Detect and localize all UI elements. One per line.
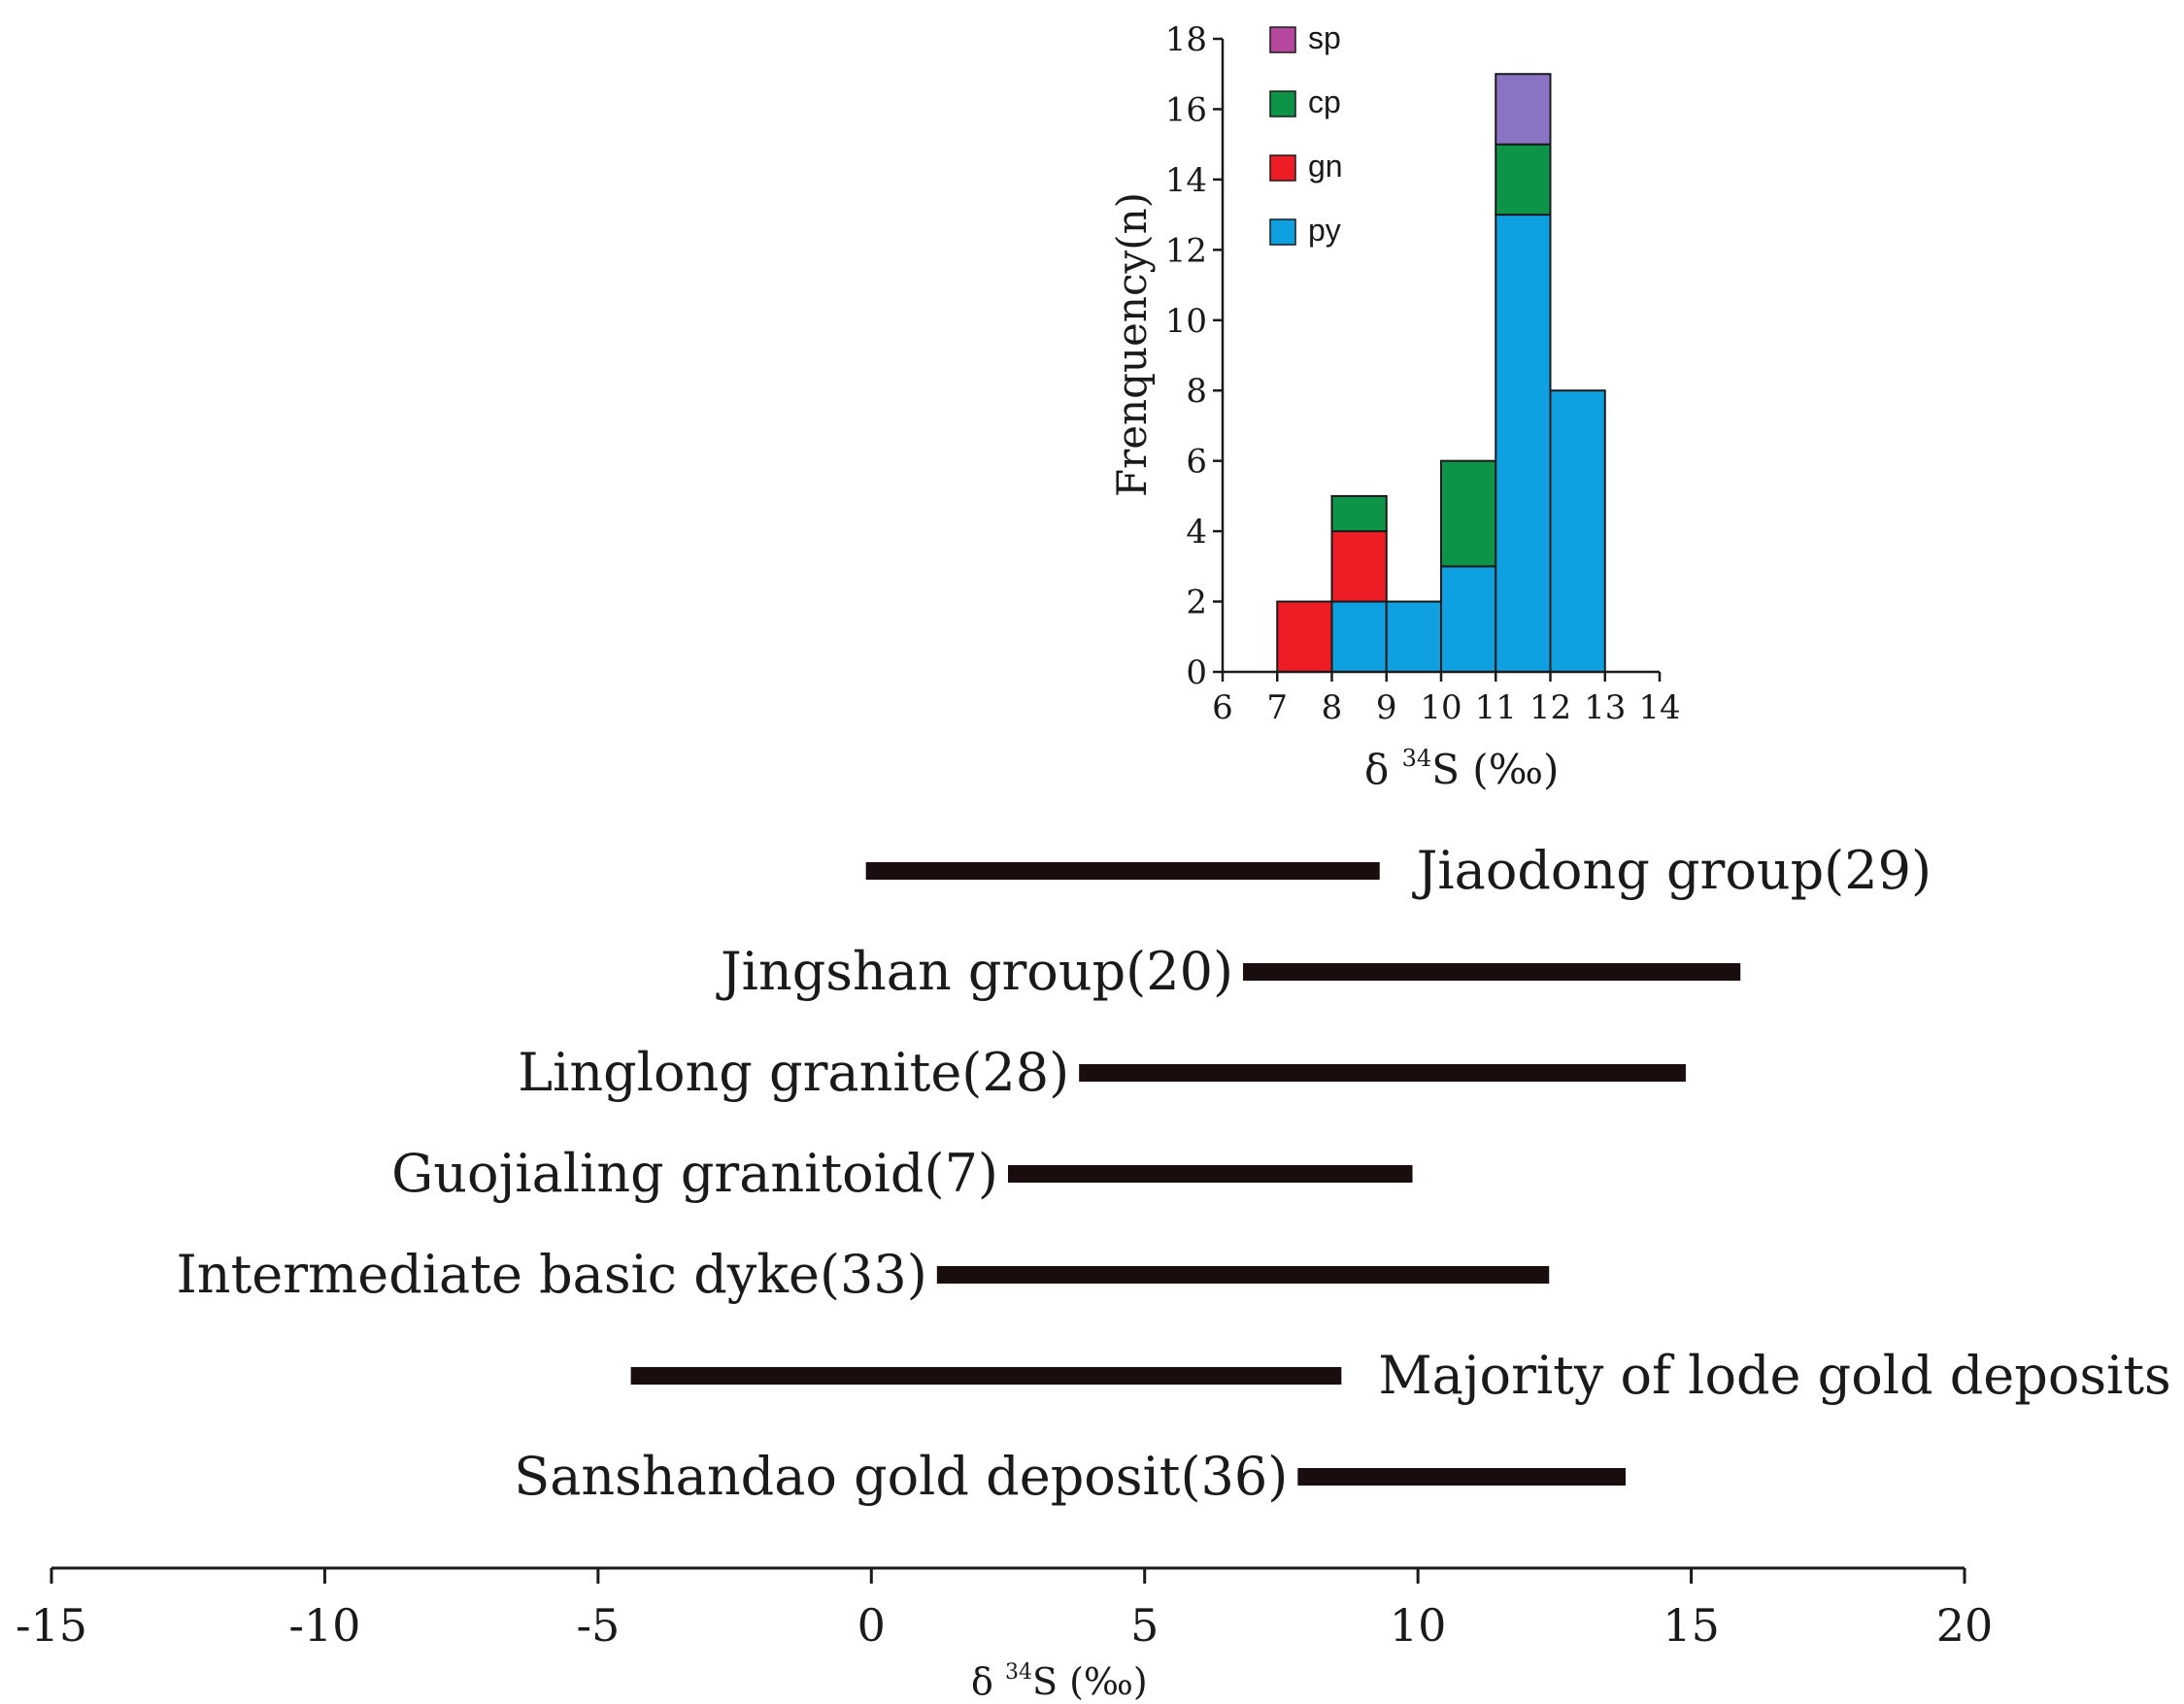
range-x-tick-label-20: 20: [1936, 1599, 1994, 1652]
histogram-x-tick-label-8: 8: [1322, 688, 1343, 727]
legend-swatch-py: [1269, 218, 1296, 246]
range-x-tick-label--5: -5: [576, 1599, 620, 1652]
histogram-legend: sp cp gn py: [1269, 20, 1343, 248]
range-bar-0: [865, 862, 1380, 880]
histogram-y-tick-label-14: 14: [1165, 161, 1207, 200]
range-x-tick-label-15: 15: [1663, 1599, 1720, 1652]
histogram-x-tick-label-10: 10: [1420, 688, 1462, 727]
range-bar-3: [1008, 1165, 1413, 1183]
histogram-axes: [1213, 37, 1662, 682]
histogram-y-tick-label-0: 0: [1186, 653, 1207, 692]
range-label-5: Majority of lode gold deposits: [1378, 1345, 2170, 1406]
bar-py-10-11: [1440, 565, 1497, 673]
histogram-x-axis-label-base: δ: [1364, 746, 1402, 793]
histogram-x-tick-label-13: 13: [1584, 688, 1626, 727]
range-x-axis-label-unit: S (‰): [1032, 1660, 1148, 1703]
histogram-x-axis-label-unit: S (‰): [1431, 746, 1559, 793]
range-x-tick-label-0: 0: [857, 1599, 886, 1652]
range-x-axis-label-sup: 34: [1005, 1660, 1032, 1685]
bar-py-9-10: [1385, 600, 1442, 673]
histogram-x-tick-label-7: 7: [1266, 688, 1288, 727]
range-label-2: Linglong granite(28): [518, 1042, 1069, 1103]
legend-swatch-gn: [1269, 154, 1296, 182]
bar-cp-8-9: [1330, 494, 1388, 533]
histogram-y-tick-label-16: 16: [1165, 90, 1207, 129]
histogram-bars: [1276, 73, 1606, 673]
histogram-y-tick-label-8: 8: [1186, 372, 1207, 411]
range-labels: Jiaodong group(29) Jingshan group(20) Ling…: [176, 840, 2170, 1507]
range-label-4: Intermediate basic dyke(33): [176, 1244, 926, 1305]
bar-cp-10-11: [1440, 459, 1497, 568]
legend-swatch-cp: [1269, 90, 1296, 117]
histogram-x-tick-label-12: 12: [1529, 688, 1571, 727]
histogram-x-tick-label-11: 11: [1475, 688, 1517, 727]
range-label-3: Guojialing granitoid(7): [391, 1143, 998, 1204]
range-bar-6: [1297, 1468, 1627, 1486]
histogram-y-tick-label-10: 10: [1165, 302, 1207, 341]
range-bar-5: [630, 1367, 1342, 1385]
range-tick-labels: -15 -10 -5 0 5 10 15 20: [16, 1599, 1993, 1652]
legend-label-py: py: [1308, 213, 1341, 248]
histogram-y-axis-label: Frenquency(n): [1108, 192, 1156, 497]
range-x-tick-label--15: -15: [16, 1599, 87, 1652]
range-x-axis-label-base: δ: [971, 1660, 1005, 1703]
bar-gn-8-9: [1330, 530, 1388, 603]
bar-sp-11-12: [1495, 73, 1552, 146]
range-x-tick-label-10: 10: [1390, 1599, 1447, 1652]
bar-cp-11-12: [1495, 143, 1552, 217]
range-bars: [630, 862, 1741, 1486]
range-x-tick-label--10: -10: [288, 1599, 360, 1652]
histogram-y-tick-label-18: 18: [1165, 20, 1207, 59]
histogram-x-axis-label: δ 34S (‰): [1364, 745, 1559, 793]
range-x-axis: [50, 1566, 1966, 1584]
legend-swatch-sp: [1269, 26, 1296, 53]
range-label-0: Jiaodong group(29): [1412, 840, 1932, 901]
range-x-tick-label-5: 5: [1130, 1599, 1159, 1652]
legend-label-gn: gn: [1308, 149, 1343, 184]
histogram-x-tick-label-14: 14: [1638, 688, 1680, 727]
bar-py-11-12: [1495, 214, 1552, 673]
range-chart: Jiaodong group(29) Jingshan group(20) Ling…: [16, 840, 2171, 1703]
histogram-y-tick-label-6: 6: [1186, 443, 1207, 482]
range-bar-1: [1243, 963, 1741, 981]
bar-py-8-9: [1330, 600, 1388, 673]
legend-label-sp: sp: [1308, 20, 1341, 55]
histogram-x-tick-label-9: 9: [1376, 688, 1397, 727]
range-label-6: Sanshandao gold deposit(36): [514, 1446, 1288, 1507]
range-bar-2: [1079, 1064, 1686, 1082]
bar-py-12-13: [1549, 389, 1606, 673]
range-x-axis-label: δ 34S (‰): [971, 1660, 1148, 1703]
histogram-y-tick-label-4: 4: [1186, 513, 1207, 551]
histogram-x-axis-label-sup: 34: [1402, 745, 1432, 772]
range-bar-4: [936, 1266, 1550, 1284]
range-label-1: Jingshan group(20): [716, 941, 1233, 1002]
legend-label-cp: cp: [1308, 84, 1341, 119]
histogram-y-tick-label-12: 12: [1165, 231, 1207, 270]
bar-gn-7-8: [1276, 600, 1333, 673]
histogram-x-tick-label-6: 6: [1212, 688, 1233, 727]
histogram-y-tick-label-2: 2: [1186, 584, 1207, 622]
